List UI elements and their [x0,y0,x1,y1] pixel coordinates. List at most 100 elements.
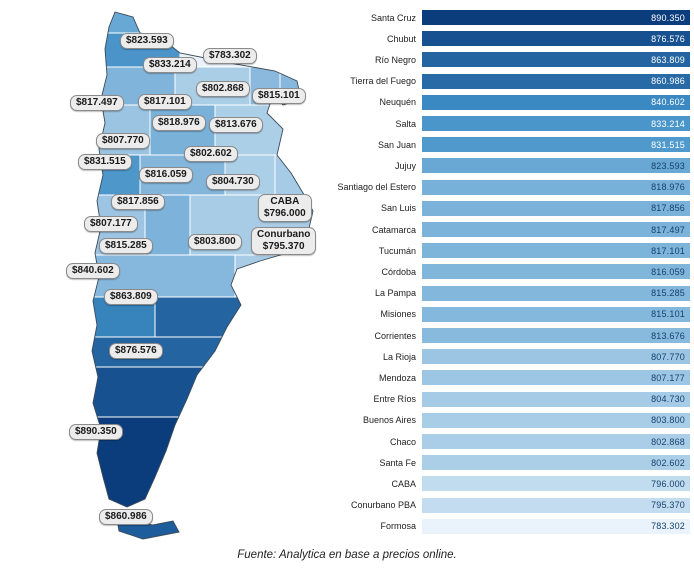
bar-value: 840.602 [651,97,685,108]
bar-category-label: Entre Ríos [373,394,416,405]
bar-category-label: Jujuy [394,160,416,171]
bar-row: Entre Ríos 804.730 [330,391,690,407]
bar-row: Santiago del Estero 818.976 [330,179,690,195]
bar: 815.101 [422,306,690,322]
map-price-label-text: $833.214 [149,59,191,70]
map-price-label-text: $818.976 [158,117,200,128]
bar-chart: Santa Cruz 890.350 Chubut 876.576 Río Negro 8… [330,10,690,534]
bar-value: 817.497 [651,224,685,235]
bar-category-label: Misiones [380,309,416,320]
map-price-label: $817.497 [70,95,124,111]
bar-category-label: Tucumán [378,245,416,256]
bar: 795.370 [422,497,690,513]
bar-value: 783.302 [651,521,685,532]
bar: 813.676 [422,328,690,344]
map-price-label: $817.101 [138,94,192,110]
bar-row: Formosa 783.302 [330,518,690,534]
bar: 817.856 [422,200,690,216]
bar-row: Chubut 876.576 [330,31,690,47]
bar-category-label: Chaco [389,436,416,447]
bar-category-label: Tierra del Fuego [350,76,416,87]
bar: 807.177 [422,370,690,386]
map-price-label-text: $840.602 [72,265,114,276]
map-price-label: $783.302 [203,48,257,64]
bar: 817.497 [422,222,690,238]
map-price-label-text: $802.868 [202,83,244,94]
map-price-label: $817.856 [111,194,165,210]
bar: 823.593 [422,158,690,174]
map-price-label: CABA $796.000 [258,194,312,222]
bar: 783.302 [422,518,690,534]
bar-category-label: Formosa [380,521,416,532]
map-price-label-text: $863.809 [110,291,152,302]
map-price-label-text: $823.593 [126,35,168,46]
bar-category-label: Catamarca [371,224,416,235]
map-price-label: $863.809 [104,289,158,305]
map-price-label-text: $795.370 [262,241,305,252]
map-price-label: $831.515 [78,154,132,170]
bar: 802.602 [422,455,690,471]
bar-row: Chaco 802.868 [330,434,690,450]
bar-value: 817.101 [651,245,685,256]
bar: 890.350 [422,10,690,25]
bar-row: Jujuy 823.593 [330,158,690,174]
bar-row: Neuquén 840.602 [330,94,690,110]
bar: 817.101 [422,243,690,259]
bar-value: 815.285 [651,288,685,299]
bar: 807.770 [422,349,690,365]
bar-category-label: La Pampa [374,288,416,299]
bar-value: 818.976 [651,182,685,193]
bar-row: Río Negro 863.809 [330,52,690,68]
map-price-label: $833.214 [143,57,197,73]
bar-value: 890.350 [651,12,685,23]
bar-category-label: Santa Fe [379,457,416,468]
bar-value: 863.809 [651,54,685,65]
bar: 860.986 [422,73,690,89]
bar-row: Tierra del Fuego 860.986 [330,73,690,89]
bar-row: Santa Cruz 890.350 [330,10,690,25]
map-price-label-text: $813.676 [215,119,257,130]
bar-value: 796.000 [651,478,685,489]
bar: 840.602 [422,94,690,110]
map-price-label-text: $816.059 [145,169,187,180]
map-price-label-text: $876.576 [115,345,157,356]
map-price-label: $818.976 [152,115,206,131]
bar-value: 876.576 [651,33,685,44]
bar-category-label: Chubut [386,33,416,44]
bar-category-label: San Juan [377,139,416,150]
map-price-label: $815.285 [99,238,153,254]
argentina-map-svg [91,11,314,540]
map-price-label: $802.868 [196,81,250,97]
bar-row: Mendoza 807.177 [330,370,690,386]
bar-row: Misiones 815.101 [330,306,690,322]
source-note: Fuente: Analytica en base a precios onli… [237,549,457,561]
bar-value: 816.059 [651,266,685,277]
bar-row: Catamarca 817.497 [330,222,690,238]
bar-category-label: Salta [395,118,416,129]
map-price-label-text: $804.730 [212,176,254,187]
map-price-label: $807.770 [96,133,150,149]
bar-category-label: Mendoza [378,372,416,383]
bar: 863.809 [422,52,690,68]
bar: 818.976 [422,179,690,195]
map-price-label-text: $783.302 [209,50,251,61]
map-price-label: $802.602 [184,146,238,162]
bar-category-label: CABA [391,478,416,489]
map-price-label-text: $802.602 [190,148,232,159]
map-price-label-text: $815.285 [105,240,147,251]
bar-row: Conurbano PBA 795.370 [330,497,690,513]
bar-value: 831.515 [651,139,685,150]
bar-row: Buenos Aires 803.800 [330,412,690,428]
map-price-label-text: $831.515 [84,156,126,167]
map-price-label-text: $815.101 [258,90,300,101]
bar: 803.800 [422,412,690,428]
bar-value: 823.593 [651,160,685,171]
bar: 802.868 [422,434,690,450]
bar-row: San Juan 831.515 [330,137,690,153]
bar: 815.285 [422,285,690,301]
bar-row: La Rioja 807.770 [330,349,690,365]
map-price-label-text: $860.986 [105,511,147,522]
bar-category-label: Santiago del Estero [337,182,416,193]
map-price-label-text: $803.800 [194,236,236,247]
